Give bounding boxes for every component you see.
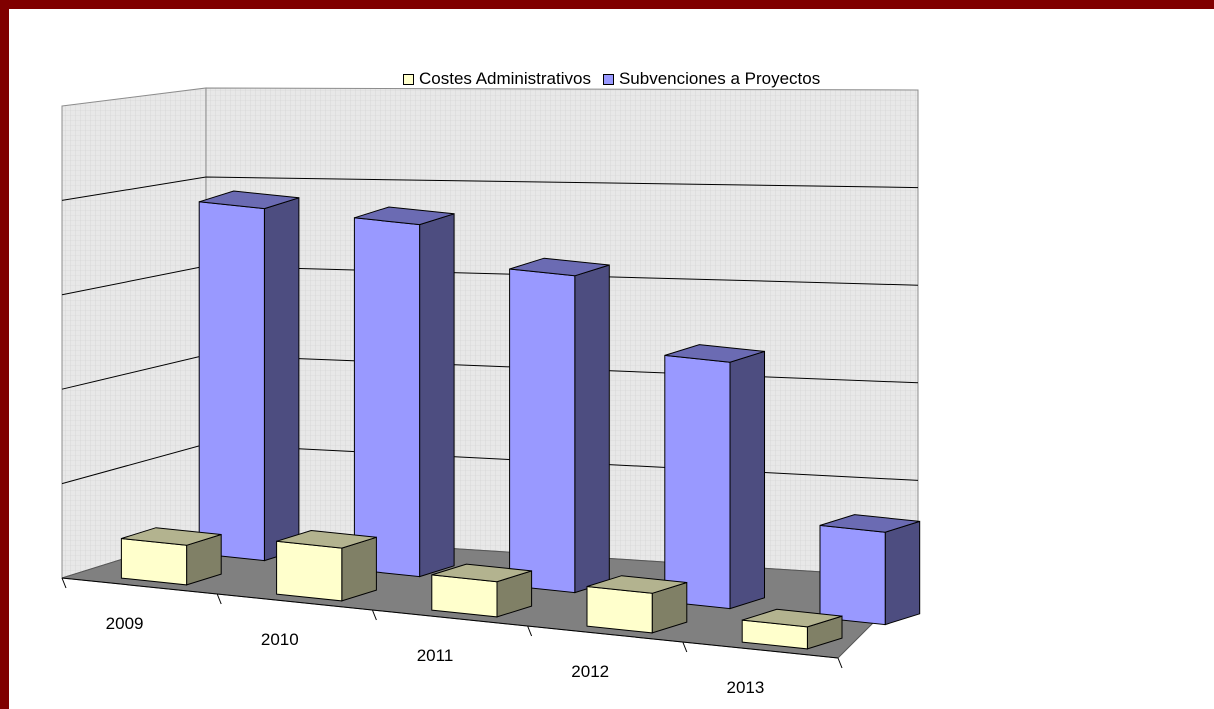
- bar-front: [431, 574, 498, 618]
- x-axis-tick: [371, 609, 377, 621]
- x-tick-label-2011: 2011: [417, 646, 454, 665]
- bar-top: [586, 575, 687, 594]
- bar-costes-2009: [120, 527, 222, 586]
- x-tick-label-2013: 2013: [726, 678, 764, 697]
- bar-top: [199, 190, 300, 210]
- bar-top: [664, 344, 765, 363]
- x-axis-line: [61, 577, 839, 659]
- bar-top: [742, 608, 843, 628]
- x-axis-tick: [61, 577, 67, 589]
- x-axis-tick: [837, 657, 843, 669]
- bar-top: [276, 529, 377, 549]
- bar-subvenciones-2013: [819, 514, 921, 626]
- bar-top: [354, 206, 455, 226]
- bar-side: [263, 197, 300, 562]
- bar-subvenciones-2010: [353, 206, 455, 578]
- bar-costes-2012: [586, 575, 688, 634]
- bar-front: [353, 217, 421, 578]
- left-wall: [61, 87, 207, 579]
- gridline: [61, 176, 919, 201]
- bar-subvenciones-2012: [664, 344, 765, 610]
- bar-top: [431, 563, 532, 583]
- legend-entry-costes: Costes Administrativos: [403, 69, 591, 89]
- bar-costes-2011: [431, 563, 533, 618]
- bar-top: [509, 257, 610, 277]
- legend-swatch-costes: [403, 73, 414, 85]
- bar-front: [509, 268, 576, 594]
- bar-costes-2013: [741, 608, 843, 650]
- legend-entry-subvenciones: Subvenciones a Proyectos: [602, 69, 821, 89]
- bar-subvenciones-2009: [198, 190, 300, 562]
- bar-front: [586, 585, 653, 634]
- bar-side: [419, 213, 455, 578]
- legend-label-costes: Costes Administrativos: [419, 69, 591, 88]
- bar-side: [574, 264, 610, 594]
- bar-side: [884, 520, 921, 626]
- x-axis-tick: [527, 625, 533, 637]
- bar-subvenciones-2011: [509, 257, 610, 594]
- bar-front: [198, 201, 265, 562]
- bar-side: [729, 350, 765, 610]
- x-tick-label-2010: 2010: [261, 630, 299, 649]
- x-axis-tick: [216, 593, 222, 605]
- bar-top: [121, 527, 222, 546]
- x-axis-tick: [682, 641, 688, 653]
- bar-front: [120, 537, 188, 586]
- bar-front: [819, 524, 886, 626]
- x-tick-label-2012: 2012: [571, 662, 609, 681]
- legend: Costes Administrativos Subvenciones a Pr…: [403, 69, 832, 89]
- bar-front: [276, 540, 343, 602]
- legend-label-subvenciones: Subvenciones a Proyectos: [618, 69, 821, 88]
- bar-costes-2010: [276, 529, 377, 602]
- x-tick-label-2009: 2009: [106, 614, 144, 633]
- legend-swatch-subvenciones: [602, 73, 614, 85]
- bar-front: [664, 354, 731, 610]
- bar-top: [819, 514, 920, 533]
